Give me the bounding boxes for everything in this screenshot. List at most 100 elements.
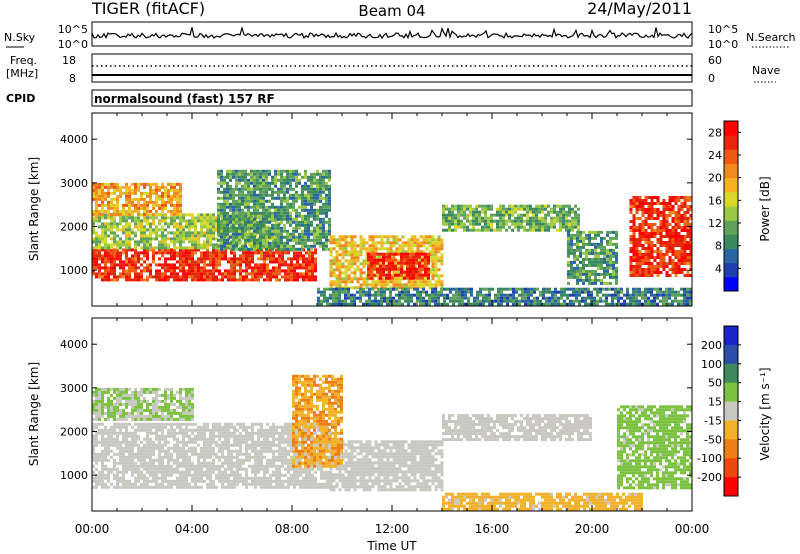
colorbar-segment [724, 344, 738, 365]
time-tick-labels: 00:00 04:00 08:00 12:00 16:00 20:00 00:00 [75, 522, 710, 536]
y-tick-label: 2000 [60, 426, 88, 439]
colorbar-tick-label: -100 [697, 452, 722, 465]
colorbar-segment [724, 326, 738, 346]
colorbar-tick-label: 8 [715, 240, 722, 253]
time-tick-label: 08:00 [275, 522, 310, 536]
colorbar-tick-label: -200 [697, 471, 722, 484]
data-region [92, 422, 332, 489]
colorbar-segment [724, 220, 738, 235]
colorbar-segment [724, 206, 738, 221]
data-region [92, 213, 281, 250]
freq-strip-frame [91, 53, 693, 83]
beam-label: Beam 04 [358, 2, 425, 20]
nsky-line [91, 26, 693, 40]
power-colorbar-label: Power [dB] [758, 176, 772, 241]
y-tick-label: 2000 [60, 221, 88, 234]
data-region [292, 374, 343, 468]
colorbar-segment [724, 191, 738, 207]
colorbar-segment [724, 135, 738, 150]
freq-tick-low: 8 [69, 72, 76, 85]
data-region [317, 287, 692, 306]
time-tick-label: 00:00 [75, 522, 110, 536]
y-tick-label: 1000 [60, 469, 88, 482]
power-colorbar: 4 8 12 16 20 24 28 [708, 120, 741, 292]
time-tick-label: 00:00 [675, 522, 710, 536]
colorbar-tick-label: 15 [708, 396, 722, 409]
colorbar-tick-label: 16 [708, 194, 722, 207]
data-region [629, 196, 692, 277]
data-region [217, 169, 331, 251]
velocity-ylabel: Slant Range [km] [27, 362, 41, 466]
nsky-trace [91, 26, 693, 40]
colorbar-segment [724, 363, 738, 384]
nave-tick-low: 0 [708, 72, 715, 85]
colorbar-segment [724, 121, 738, 136]
colorbar-tick-label: 12 [708, 217, 722, 230]
freq-label: Freq. [10, 54, 37, 67]
data-region [92, 387, 194, 421]
data-region [367, 252, 430, 280]
data-region [617, 405, 692, 490]
data-region [329, 440, 444, 492]
data-region [567, 230, 618, 285]
y-tick-label: 3000 [60, 382, 88, 395]
time-tick-label: 04:00 [175, 522, 210, 536]
colorbar-segment [724, 163, 738, 179]
data-region [442, 204, 580, 232]
colorbar-tick-label: 50 [708, 377, 722, 390]
power-ylabel: Slant Range [km] [27, 157, 41, 261]
cpid-strip-frame [91, 89, 693, 107]
colorbar-tick-label: 4 [715, 262, 722, 275]
colorbar-segment [724, 276, 738, 292]
nsky-tick-low: 10^0 [58, 38, 88, 51]
time-tick-label: 20:00 [575, 522, 610, 536]
nsky-label: N.Sky [4, 31, 36, 44]
colorbar-tick-label: 24 [708, 149, 722, 162]
colorbar-tick-label: 20 [708, 172, 722, 185]
date-label: 24/May/2011 [587, 0, 692, 18]
colorbar-tick-label: -15 [704, 414, 722, 427]
freq-tick-high: 18 [62, 54, 76, 67]
colorbar-frame [723, 120, 739, 292]
cpid-label: CPID [6, 92, 35, 105]
y-tick-label: 3000 [60, 177, 88, 190]
power-heatmap [92, 169, 692, 306]
colorbar-frame [723, 325, 739, 497]
power-axes: 1000 2000 3000 4000 [60, 113, 693, 306]
plot-title: TIGER (fitACF) [91, 0, 205, 18]
data-region [92, 182, 182, 216]
nsearch-tick-low: 10^0 [708, 38, 738, 51]
colorbar-segment [724, 149, 738, 164]
nave-label: Nave [752, 64, 780, 77]
colorbar-segment [724, 401, 738, 421]
colorbar-segment [724, 382, 738, 403]
time-tick-label: 16:00 [475, 522, 510, 536]
colorbar-segment [724, 458, 738, 478]
time-tick-label: 12:00 [375, 522, 410, 536]
y-tick-label: 4000 [60, 338, 88, 351]
colorbar-tick-label: 28 [708, 126, 722, 139]
colorbar-tick-label: 100 [701, 358, 722, 371]
velocity-heatmap [92, 374, 692, 511]
velocity-colorbar-label: Velocity [m s⁻¹] [758, 367, 772, 460]
nsearch-label: N.Search [746, 31, 796, 44]
colorbar-segment [724, 420, 738, 440]
time-axis-label: Time UT [366, 539, 417, 553]
colorbar-segment [724, 439, 738, 459]
data-region [442, 414, 592, 442]
nsearch-tick-high: 10^5 [708, 23, 738, 36]
nave-tick-high: 60 [708, 54, 722, 67]
velocity-colorbar: 200 100 50 15 -15 -50 -100 -200 [697, 325, 741, 497]
colorbar-segment [724, 262, 738, 278]
colorbar-segment [724, 248, 738, 264]
colorbar-tick-label: 200 [701, 339, 722, 352]
data-region [442, 492, 643, 511]
colorbar-tick-label: -50 [704, 433, 722, 446]
velocity-axes: 1000 2000 3000 4000 [60, 318, 693, 511]
cpid-text: normalsound (fast) 157 RF [94, 92, 275, 106]
data-region [92, 248, 317, 282]
colorbar-segment [724, 477, 738, 497]
colorbar-segment [724, 177, 738, 193]
nsky-tick-high: 10^5 [58, 23, 88, 36]
